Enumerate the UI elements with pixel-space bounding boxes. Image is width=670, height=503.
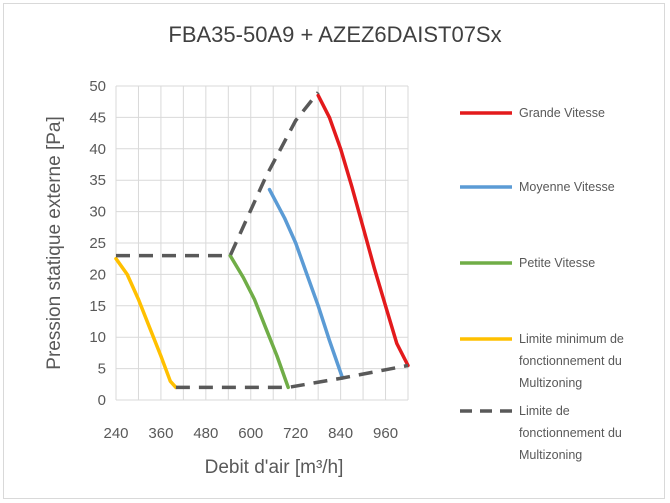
legend-label: fonctionnement du: [519, 354, 622, 368]
series-line-4: [116, 91, 320, 258]
chart-title: FBA35-50A9 + AZEZ6DAIST07Sx: [168, 22, 502, 47]
y-tick-label: 15: [89, 298, 106, 315]
legend-label: Limite minimum de: [519, 332, 624, 346]
y-tick-label: 40: [89, 141, 106, 158]
x-tick-label: 600: [238, 425, 263, 442]
x-tick-label: 960: [373, 425, 398, 442]
legend-label: Grande Vitesse: [519, 106, 605, 120]
y-tick-label: 45: [89, 109, 106, 126]
legend-label: fonctionnement du: [519, 426, 622, 440]
y-tick-label: 20: [89, 266, 106, 283]
legend-label: Petite Vitesse: [519, 256, 595, 270]
series-line-1: [267, 187, 345, 380]
legend-label: Moyenne Vitesse: [519, 180, 615, 194]
y-tick-label: 50: [89, 78, 106, 95]
x-tick-label: 840: [328, 425, 353, 442]
legend-label: Multizoning: [519, 448, 582, 462]
series-line-0: [316, 93, 410, 368]
x-tick-label: 240: [103, 425, 128, 442]
y-tick-label: 10: [89, 329, 106, 346]
legend-label: Multizoning: [519, 376, 582, 390]
y-tick-label: 25: [89, 235, 106, 252]
y-tick-label: 35: [89, 172, 106, 189]
y-tick-label: 30: [89, 204, 106, 221]
series-line-2: [228, 253, 290, 390]
x-axis-label: Debit d'air [m³/h]: [205, 457, 344, 478]
y-tick-label: 5: [98, 361, 106, 378]
series-line-3: [114, 256, 178, 390]
y-tick-label: 0: [98, 392, 106, 409]
y-axis-label: Pression statique externe [Pa]: [44, 116, 65, 369]
series-line-dashed-lower: [175, 363, 409, 390]
x-tick-label: 720: [283, 425, 308, 442]
legend-label: Limite de: [519, 404, 570, 418]
x-tick-label: 480: [193, 425, 218, 442]
x-tick-label: 360: [148, 425, 173, 442]
